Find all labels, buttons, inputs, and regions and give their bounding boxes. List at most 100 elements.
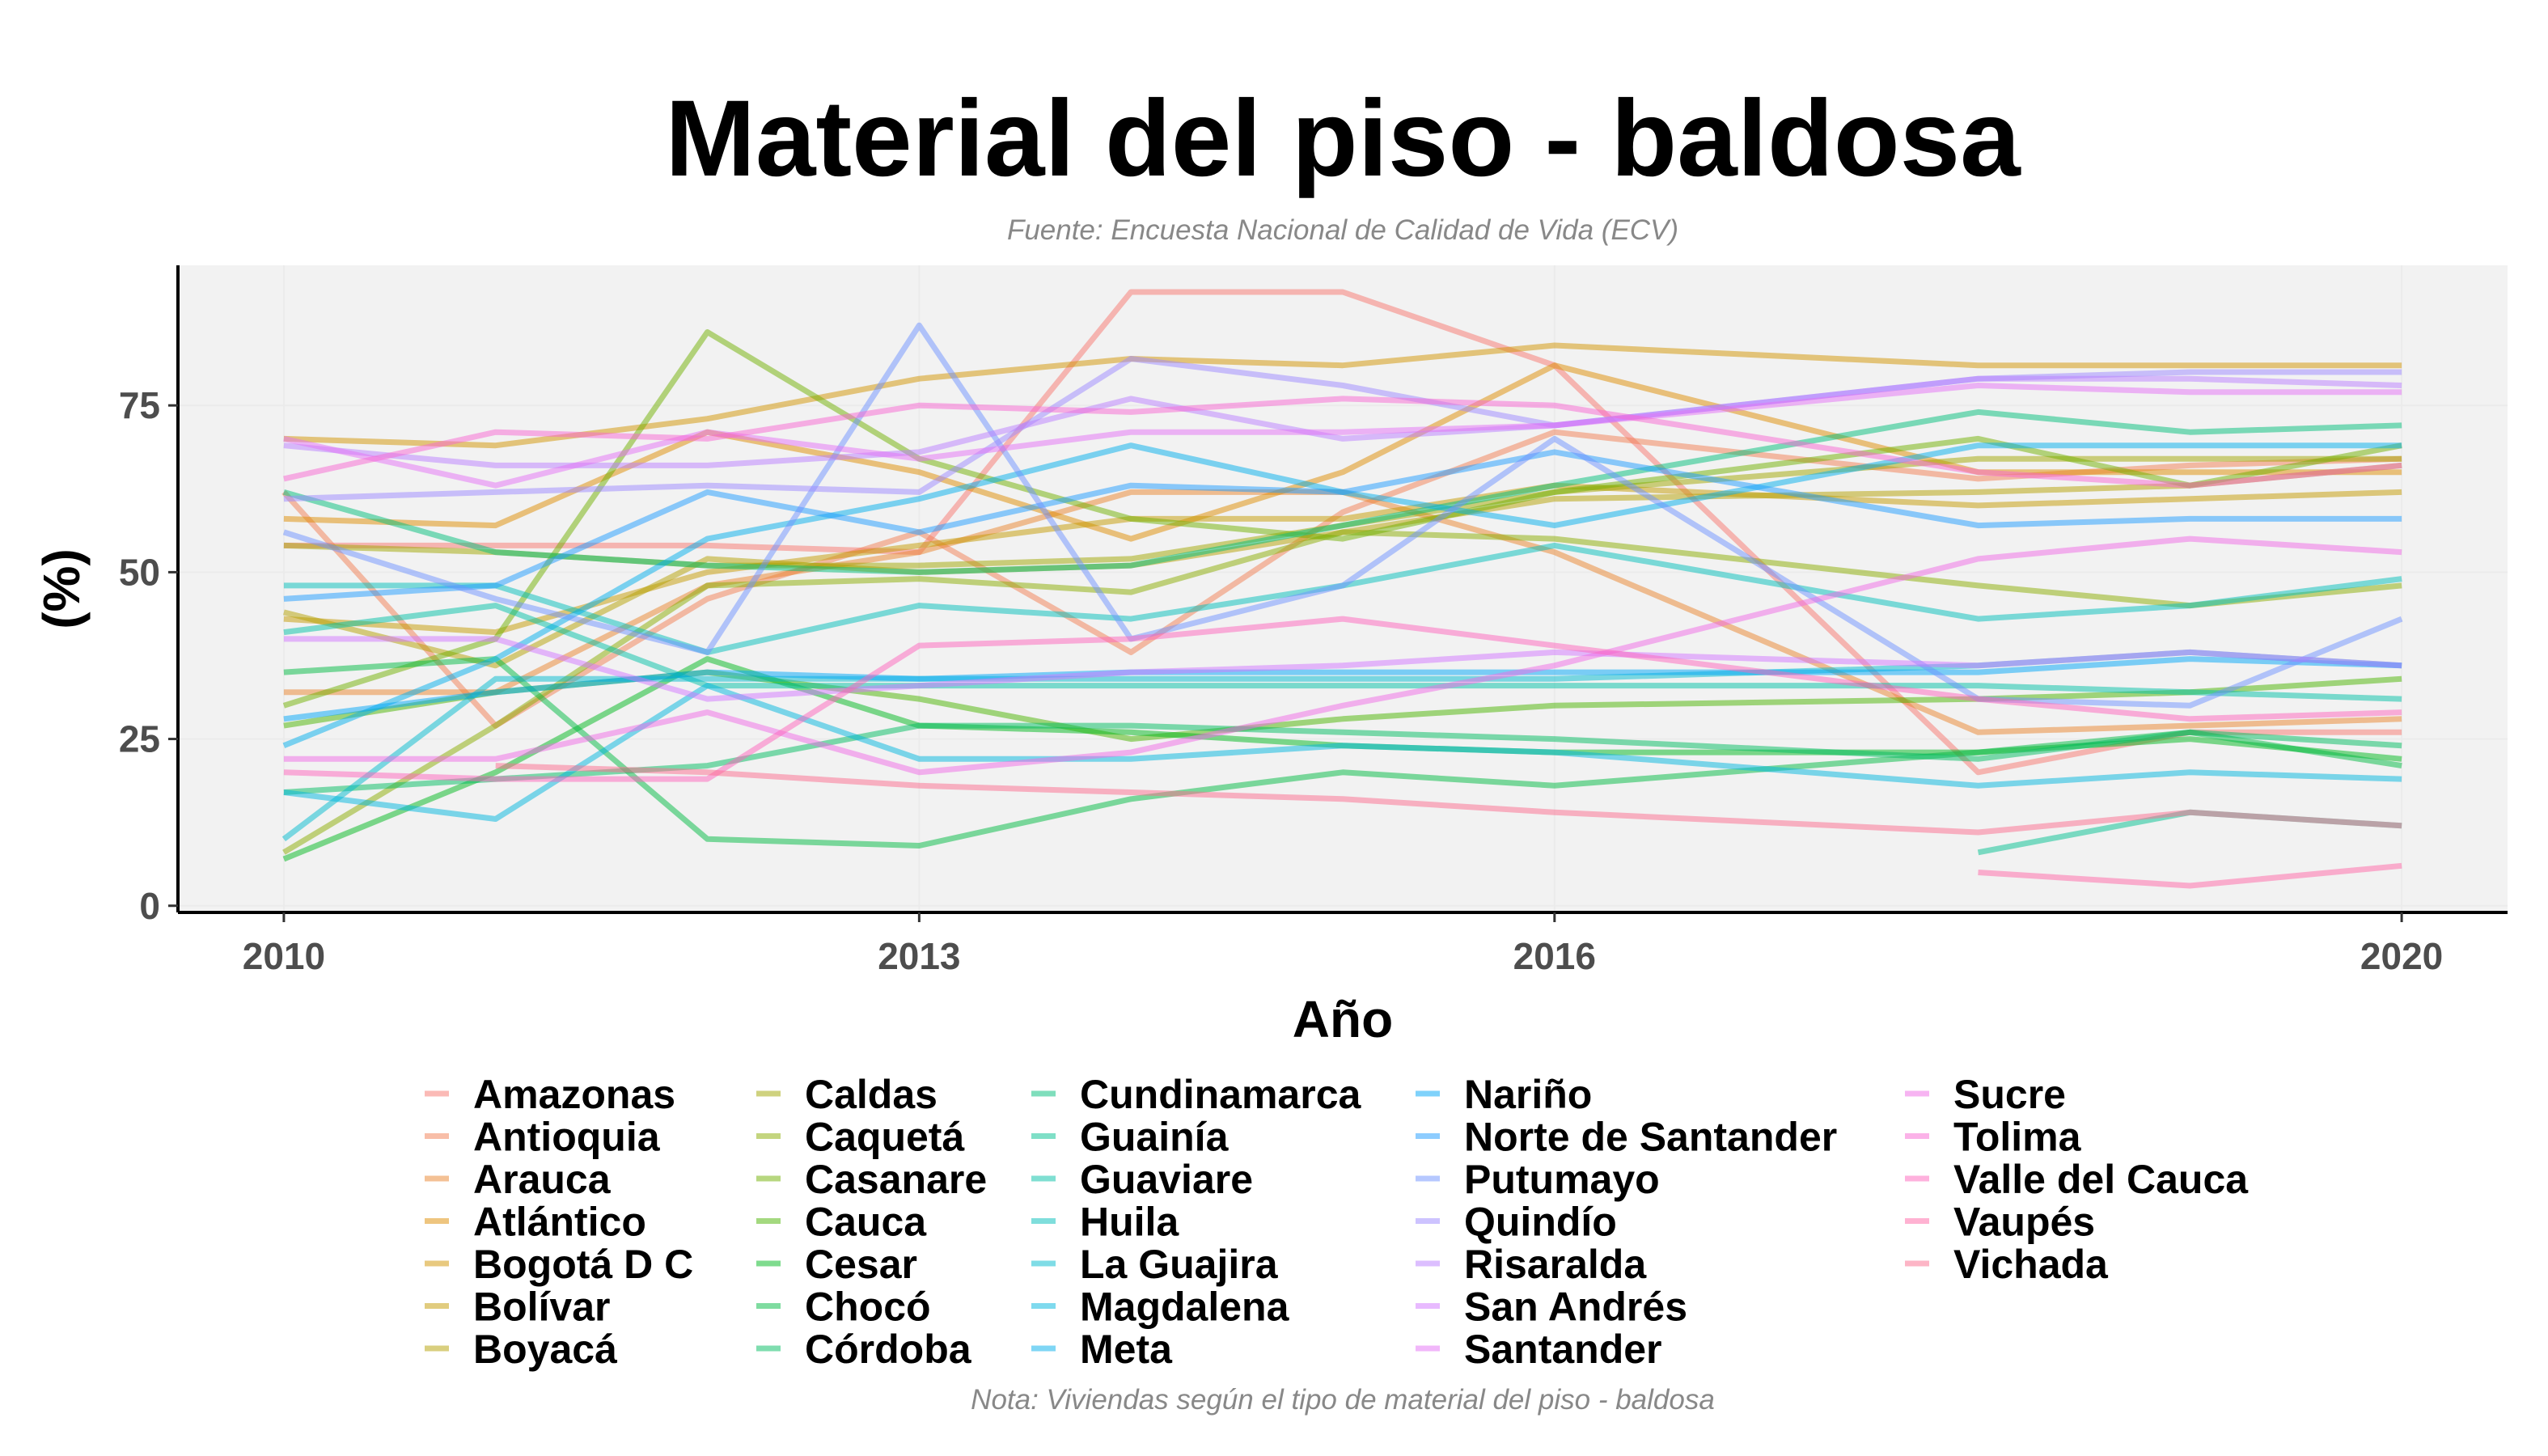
series-line-bolivar xyxy=(283,482,2402,636)
legend-label: Cauca xyxy=(805,1200,927,1245)
series-line-narino xyxy=(283,656,2402,722)
legend-item-sucre: Sucre xyxy=(1905,1072,2066,1117)
legend-label: Cundinamarca xyxy=(1080,1072,1362,1117)
legend-label: Atlántico xyxy=(473,1200,646,1245)
legend-label: Tolima xyxy=(1953,1115,2082,1160)
series-lines xyxy=(281,289,2403,889)
legend-item-valle-del-cauca: Valle del Cauca xyxy=(1905,1157,2249,1202)
x-tick-label: 2020 xyxy=(2360,935,2443,977)
y-tick-label: 25 xyxy=(119,718,160,760)
axis-ticks: 0 25 50 75 2010 2013 2016 2020 xyxy=(119,384,2443,977)
legend-item-vichada: Vichada xyxy=(1905,1242,2109,1287)
legend-item-caqueta: Caquetá xyxy=(756,1115,964,1160)
chart-title: Material del piso - baldosa xyxy=(665,78,2021,199)
legend-item-meta: Meta xyxy=(1031,1327,1173,1372)
legend-label: Arauca xyxy=(473,1157,612,1202)
legend-label: Huila xyxy=(1080,1200,1179,1245)
legend-label: La Guajira xyxy=(1080,1242,1279,1287)
legend-label: Chocó xyxy=(805,1285,931,1330)
legend-item-cordoba: Córdoba xyxy=(756,1327,972,1372)
legend-label: Córdoba xyxy=(805,1327,972,1372)
x-tick-label: 2013 xyxy=(878,935,960,977)
legend-item-tolima: Tolima xyxy=(1905,1115,2082,1160)
legend-item-cauca: Cauca xyxy=(756,1200,927,1245)
legend-label: Nariño xyxy=(1464,1072,1592,1117)
legend-item-putumayo: Putumayo xyxy=(1416,1157,1660,1202)
series-line-amazonas xyxy=(283,289,2402,776)
legend-item-san-andres: San Andrés xyxy=(1416,1285,1687,1330)
legend-label: Guainía xyxy=(1080,1115,1230,1160)
legend-item-atlantico: Atlántico xyxy=(425,1200,646,1245)
legend-item-bogota-d-c: Bogotá D C xyxy=(425,1242,693,1287)
legend-item-narino: Nariño xyxy=(1416,1072,1592,1117)
series-line-putumayo xyxy=(282,322,2403,709)
legend-label: Meta xyxy=(1080,1327,1173,1372)
series-line-guaviare xyxy=(283,603,2402,702)
y-tick-label: 50 xyxy=(119,551,160,593)
legend-label: Sucre xyxy=(1953,1072,2066,1117)
series-line-tolima xyxy=(283,396,2402,489)
legend-item-vaupes: Vaupés xyxy=(1905,1200,2095,1245)
series-line-valle-del-cauca xyxy=(283,616,2402,782)
legend-item-antioquia: Antioquia xyxy=(425,1115,661,1160)
legend-item-guainia: Guainía xyxy=(1031,1115,1230,1160)
legend-item-arauca: Arauca xyxy=(425,1157,612,1202)
series-line-boyaca xyxy=(283,462,2402,669)
legend-item-boyaca: Boyacá xyxy=(425,1327,617,1372)
legend-item-magdalena: Magdalena xyxy=(1031,1285,1290,1330)
legend-label: San Andrés xyxy=(1464,1285,1687,1330)
legend-item-bolivar: Bolívar xyxy=(425,1285,611,1330)
legend-label: Caquetá xyxy=(805,1115,964,1160)
series-line-santander xyxy=(283,383,2402,489)
series-line-sucre xyxy=(283,535,2402,776)
legend-label: Casanare xyxy=(805,1157,987,1202)
y-tick-label: 0 xyxy=(139,885,160,927)
x-tick-label: 2016 xyxy=(1513,935,1596,977)
legend-item-amazonas: Amazonas xyxy=(425,1072,675,1117)
series-line-atlantico xyxy=(283,362,2402,542)
series-line-huila xyxy=(283,542,2402,655)
series-line-vichada xyxy=(495,763,2402,836)
series-line-caqueta xyxy=(282,529,2402,855)
series-line-norte-de-santander xyxy=(283,449,2402,602)
series-line-vaupes xyxy=(1978,862,2402,889)
legend-label: Antioquia xyxy=(473,1115,661,1160)
legend-label: Guaviare xyxy=(1080,1157,1253,1202)
legend-item-casanare: Casanare xyxy=(756,1157,987,1202)
series-line-casanare xyxy=(282,329,2402,709)
legend-label: Boyacá xyxy=(473,1327,617,1372)
legend-label: Santander xyxy=(1464,1327,1662,1372)
y-tick-label: 75 xyxy=(119,384,160,426)
series-line-san-andres xyxy=(283,636,2402,702)
legend-item-norte-de-santander: Norte de Santander xyxy=(1416,1115,1837,1160)
legend-label: Norte de Santander xyxy=(1464,1115,1837,1160)
legend-item-risaralda: Risaralda xyxy=(1416,1242,1647,1287)
legend-label: Cesar xyxy=(805,1242,917,1287)
legend-item-la-guajira: La Guajira xyxy=(1031,1242,1279,1287)
legend-label: Amazonas xyxy=(473,1072,675,1117)
legend-label: Valle del Cauca xyxy=(1953,1157,2249,1202)
legend-item-cesar: Cesar xyxy=(756,1242,917,1287)
chart-caption: Nota: Viviendas según el tipo de materia… xyxy=(971,1384,1715,1416)
legend-label: Bogotá D C xyxy=(473,1242,693,1287)
series-line-magdalena xyxy=(283,683,2402,822)
series-line-risaralda xyxy=(283,375,2402,468)
legend-item-huila: Huila xyxy=(1031,1200,1179,1245)
series-line-cundinamarca xyxy=(282,408,2402,575)
y-axis-title: (%) xyxy=(32,548,91,629)
legend-item-cundinamarca: Cundinamarca xyxy=(1031,1072,1362,1117)
legend-item-guaviare: Guaviare xyxy=(1031,1157,1253,1202)
legend-label: Bolívar xyxy=(473,1285,611,1330)
chart-subtitle: Fuente: Encuesta Nacional de Calidad de … xyxy=(1007,214,1678,246)
x-axis-title: Año xyxy=(1293,990,1393,1048)
legend-label: Quindío xyxy=(1464,1200,1617,1245)
legend-label: Vichada xyxy=(1953,1242,2109,1287)
legend-label: Risaralda xyxy=(1464,1242,1647,1287)
series-line-bogota-d-c xyxy=(283,342,2402,449)
legend-label: Magdalena xyxy=(1080,1285,1290,1330)
series-line-arauca xyxy=(283,489,2402,735)
legend-item-quindio: Quindío xyxy=(1416,1200,1617,1245)
legend-item-choco: Chocó xyxy=(756,1285,931,1330)
